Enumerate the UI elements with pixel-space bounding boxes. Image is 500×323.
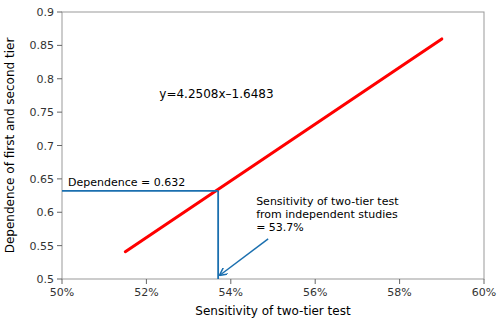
plot-frame — [62, 12, 484, 279]
x-tick — [315, 279, 316, 284]
y-tick — [57, 145, 62, 146]
sensitivity-label-line: = 53.7% — [256, 221, 304, 234]
equation-label: y=4.2508x–1.6483 — [159, 87, 273, 101]
sensitivity-label: Sensitivity of two-tier testfrom indepen… — [256, 195, 399, 234]
y-tick — [57, 212, 62, 213]
x-tick-label: 54% — [219, 286, 243, 299]
y-tick — [57, 178, 62, 179]
y-tick — [57, 112, 62, 113]
x-tick — [62, 279, 63, 284]
y-tick-label: 0.6 — [37, 206, 55, 219]
crosshair-horizontal — [62, 190, 218, 192]
y-tick-label: 0.65 — [30, 173, 55, 186]
y-tick-label: 0.55 — [30, 240, 55, 253]
x-tick — [146, 279, 147, 284]
x-tick-label: 60% — [472, 286, 496, 299]
regression-line — [125, 39, 442, 252]
y-tick-label: 0.7 — [37, 140, 55, 153]
sensitivity-label-line: from independent studies — [256, 208, 398, 221]
sensitivity-label-line: Sensitivity of two-tier test — [256, 195, 399, 208]
dependence-label: Dependence = 0.632 — [68, 176, 185, 189]
y-tick — [57, 12, 62, 13]
y-tick-label: 0.75 — [30, 106, 55, 119]
y-tick — [57, 45, 62, 46]
x-tick — [484, 279, 485, 284]
y-tick-label: 0.5 — [37, 273, 55, 286]
chart: 50% 52% 54% 56% 58% 60% 0.5 0.55 0.6 0.65 0.7 0.75 0… — [0, 0, 500, 323]
y-tick — [57, 78, 62, 79]
x-tick-label: 50% — [50, 286, 74, 299]
y-tick-label: 0.8 — [37, 73, 55, 86]
x-tick — [399, 279, 400, 284]
plot-area — [62, 39, 442, 279]
crosshair-vertical — [217, 191, 219, 279]
sensitivity-arrow — [220, 239, 268, 275]
x-tick-label: 56% — [303, 286, 327, 299]
y-tick-label: 0.85 — [30, 39, 55, 52]
y-tick-label: 0.9 — [37, 6, 55, 19]
y-tick — [57, 279, 62, 280]
x-tick-label: 58% — [387, 286, 411, 299]
x-tick-label: 52% — [134, 286, 158, 299]
y-axis-label: Dependence of first and second tier — [3, 38, 17, 254]
x-axis-label: Sensitivity of two-tier test — [195, 304, 351, 318]
x-tick — [230, 279, 231, 284]
y-tick — [57, 245, 62, 246]
